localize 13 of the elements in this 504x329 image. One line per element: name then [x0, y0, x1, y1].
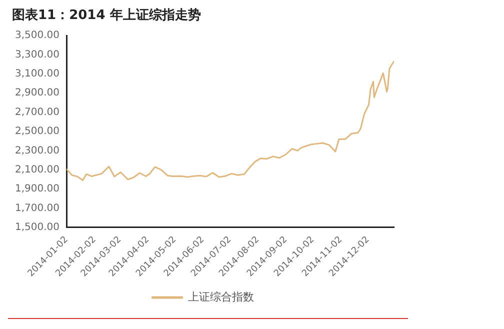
y-tick-label: 2,300.00 — [15, 145, 60, 156]
y-tick-label: 1,500.00 — [15, 222, 60, 233]
y-tick-label: 1,700.00 — [15, 202, 60, 214]
legend-label: 上证综合指数 — [188, 290, 254, 304]
y-tick-label: 2,900.00 — [15, 88, 60, 99]
y-tick-label: 3,500.00 — [15, 30, 60, 42]
y-tick-label: 2,500.00 — [15, 126, 60, 138]
y-tick-label: 2,100.00 — [15, 164, 60, 176]
chart-title: 图表11：2014 年上证综指走势 — [12, 7, 201, 24]
y-tick-label: 1,900.00 — [15, 184, 60, 195]
y-tick-label: 2,700.00 — [15, 106, 60, 118]
y-tick-label: 3,300.00 — [15, 49, 60, 60]
y-tick-label: 3,100.00 — [15, 68, 60, 80]
